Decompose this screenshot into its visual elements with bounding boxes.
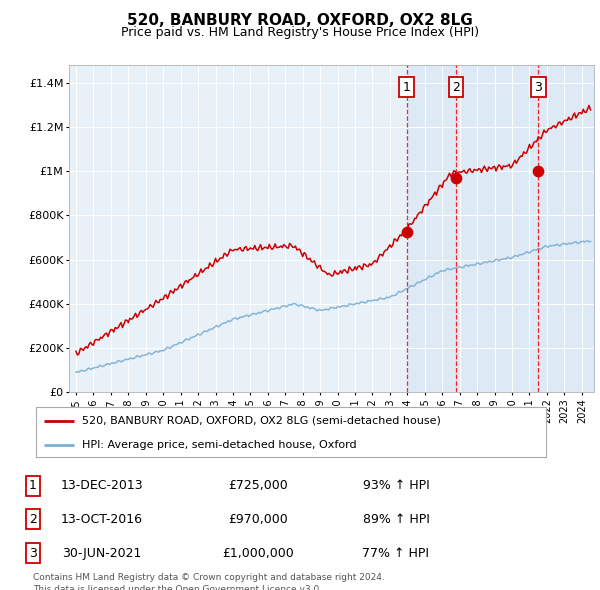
Text: 1: 1 (29, 479, 37, 493)
Bar (407, 65, 594, 392)
Text: 30-JUN-2021: 30-JUN-2021 (62, 546, 142, 560)
Text: 3: 3 (29, 546, 37, 560)
Text: HPI: Average price, semi-detached house, Oxford: HPI: Average price, semi-detached house,… (82, 440, 356, 450)
Text: 3: 3 (534, 80, 542, 94)
Text: 2: 2 (452, 80, 460, 94)
Text: 13-DEC-2013: 13-DEC-2013 (61, 479, 143, 493)
Text: 93% ↑ HPI: 93% ↑ HPI (362, 479, 430, 493)
Text: 13-OCT-2016: 13-OCT-2016 (61, 513, 143, 526)
Text: 520, BANBURY ROAD, OXFORD, OX2 8LG: 520, BANBURY ROAD, OXFORD, OX2 8LG (127, 13, 473, 28)
Text: £970,000: £970,000 (228, 513, 288, 526)
Text: Contains HM Land Registry data © Crown copyright and database right 2024.
This d: Contains HM Land Registry data © Crown c… (33, 573, 385, 590)
Text: 520, BANBURY ROAD, OXFORD, OX2 8LG (semi-detached house): 520, BANBURY ROAD, OXFORD, OX2 8LG (semi… (82, 415, 441, 425)
Text: 1: 1 (403, 80, 410, 94)
Text: 2: 2 (29, 513, 37, 526)
Point (451, 173, 461, 182)
Point (402, 227, 412, 237)
Text: £725,000: £725,000 (228, 479, 288, 493)
Text: Price paid vs. HM Land Registry's House Price Index (HPI): Price paid vs. HM Land Registry's House … (121, 26, 479, 39)
Text: £1,000,000: £1,000,000 (222, 546, 294, 560)
Text: 77% ↑ HPI: 77% ↑ HPI (362, 546, 430, 560)
Point (533, 166, 543, 176)
Text: 89% ↑ HPI: 89% ↑ HPI (362, 513, 430, 526)
